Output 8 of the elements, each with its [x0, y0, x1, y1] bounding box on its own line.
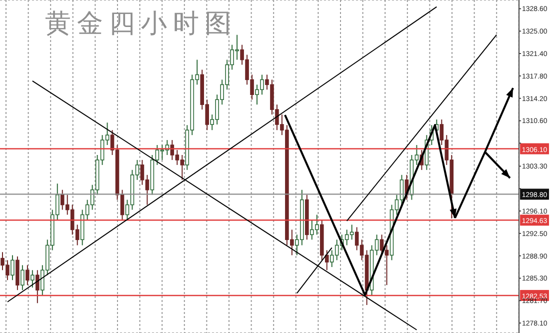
- candlestick: [10, 254, 14, 281]
- candlestick: [26, 264, 30, 286]
- candlestick: [120, 189, 124, 220]
- candlestick: [30, 270, 34, 288]
- candlestick: [20, 264, 24, 291]
- candlestick: [36, 270, 40, 304]
- chart-title: 黄金四小时图: [45, 8, 237, 41]
- candlestick: [384, 244, 389, 286]
